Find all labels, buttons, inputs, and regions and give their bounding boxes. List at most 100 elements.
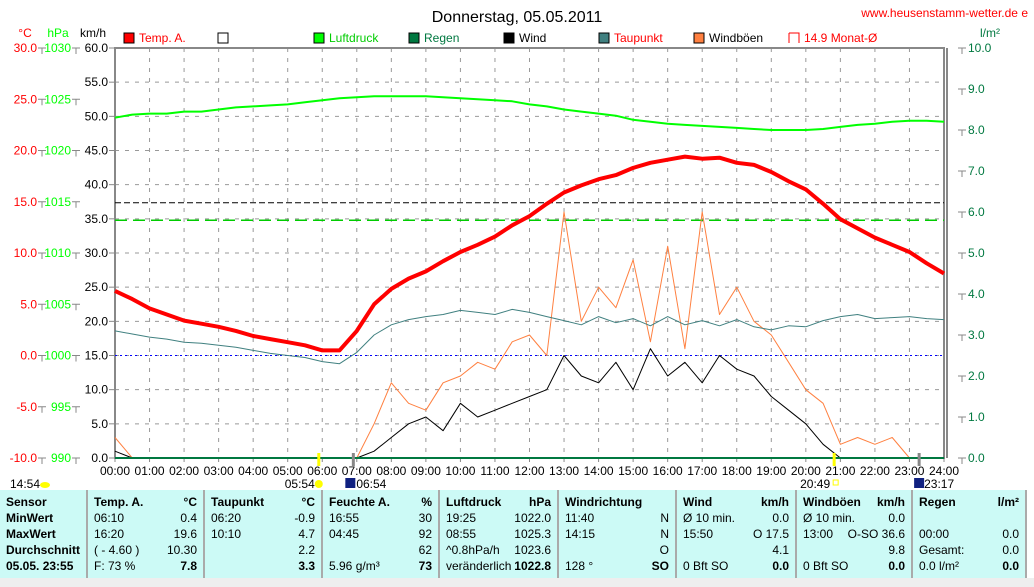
tick-mark — [72, 150, 80, 157]
tick-mark — [38, 150, 46, 157]
table-column: Windböen km/h Ø 10 min. 0.0 13:00 O-SO 36.6 9.… — [797, 490, 913, 578]
temp-tick: -10.0 — [10, 451, 38, 465]
wind-unit: km/h — [80, 26, 106, 40]
table-cell: 128 ° — [565, 559, 594, 573]
table-cell: 9.8 — [888, 543, 905, 557]
table-cell: km/h — [760, 495, 789, 509]
tick-mark — [72, 303, 80, 311]
sun-left-time: 14:54 — [10, 477, 40, 490]
x-tick: 10:00 — [445, 464, 475, 478]
tick-mark — [958, 416, 966, 423]
table-cell: % — [421, 495, 432, 509]
tick-mark — [38, 47, 46, 54]
table-row: 00:00 0.0 — [919, 526, 1019, 542]
table-row: Temp. A. °C — [94, 494, 197, 510]
table-row: Wind km/h — [683, 494, 789, 510]
table-cell: hPa — [528, 495, 551, 509]
tick-mark — [38, 252, 46, 259]
wind-tick: 40.0 — [85, 178, 109, 192]
table-cell: 11:40 — [565, 511, 595, 525]
rain-tick: 4.0 — [968, 287, 985, 301]
tick-mark — [958, 47, 966, 54]
tick-mark — [958, 334, 966, 341]
tick-mark — [958, 211, 966, 218]
tick-mark — [72, 98, 80, 106]
rain-tick: 6.0 — [968, 205, 985, 219]
x-tick: 22:00 — [860, 464, 890, 478]
table-cell: 1022.8 — [514, 559, 551, 573]
wind-tick: 55.0 — [85, 75, 109, 89]
table-row: 19:25 1022.0 — [446, 510, 551, 526]
pressure-unit: hPa — [47, 26, 69, 40]
table-cell: -0.9 — [294, 511, 315, 525]
table-cell: 0.0 l/m² — [919, 559, 960, 573]
table-cell: 7.8 — [180, 559, 197, 573]
table-row: Sensor — [6, 494, 80, 510]
table-row: 16:55 30 — [329, 510, 432, 526]
table-cell: km/h — [876, 495, 905, 509]
wind-tick: 20.0 — [85, 314, 109, 328]
x-tick: 02:00 — [169, 464, 199, 478]
rain-tick: 1.0 — [968, 410, 985, 424]
rain-unit: l/m² — [980, 26, 1000, 40]
table-cell: Durchschnitt — [6, 543, 81, 557]
tick-mark — [72, 355, 80, 362]
pressure-tick: 995 — [51, 400, 71, 414]
tick-mark — [958, 129, 966, 136]
table-cell: l/m² — [997, 495, 1019, 509]
table-row: 13:00 O-SO 36.6 — [803, 526, 905, 542]
table-row: veränderlich 1022.8 — [446, 558, 551, 574]
table-column: Regen l/m² 00:00 0.0 Gesamt: 0.0 0.0 l/m² 0.0 — [913, 490, 1027, 578]
x-tick: 11:00 — [480, 464, 509, 478]
table-row: ^0.8hPa/h 1023.6 — [446, 542, 551, 558]
table-cell: MaxWert — [6, 527, 56, 541]
table-row: Taupunkt °C — [211, 494, 315, 510]
tick-mark — [958, 88, 966, 95]
table-row — [919, 510, 1019, 526]
temp-tick: -5.0 — [16, 400, 37, 414]
table-cell: 92 — [418, 527, 432, 541]
x-tick: 07:00 — [342, 464, 372, 478]
table-cell: 0.0 — [772, 559, 789, 573]
rain-tick: 0.0 — [968, 451, 985, 465]
x-tick: 20:00 — [791, 464, 821, 478]
table-cell: O-SO 36.6 — [847, 527, 905, 541]
legend-label: 14.9 Monat-Ø — [804, 31, 877, 45]
table-cell: Ø 10 min. — [803, 511, 856, 525]
temp-tick: 30.0 — [14, 41, 38, 55]
sunrise-time: 05:54 — [285, 477, 315, 490]
wind-tick: 45.0 — [85, 144, 109, 158]
table-cell: 0.0 — [1002, 527, 1019, 541]
table-column: Feuchte A.% 16:55 30 04:45 92 62 5.96 g/m³ 73 — [323, 490, 440, 578]
table-row: 06:10 0.4 — [94, 510, 197, 526]
table-cell: 4.1 — [772, 543, 789, 557]
table-row: Regen l/m² — [919, 494, 1019, 510]
rain-tick: 7.0 — [968, 164, 985, 178]
table-cell: ( - 4.60 ) — [94, 543, 140, 557]
x-tick: 17:00 — [687, 464, 717, 478]
legend-swatch — [598, 32, 610, 44]
table-cell: N — [660, 511, 669, 525]
x-tick: 23:00 — [894, 464, 924, 478]
table-row: MinWert — [6, 510, 80, 526]
sunset-time: 20:49 — [800, 477, 830, 490]
table-cell: 2.2 — [298, 543, 315, 557]
table-row: 9.8 — [803, 542, 905, 558]
sun-icon — [314, 480, 323, 488]
wind-tick: 60.0 — [85, 41, 109, 55]
table-row: 10:10 4.7 — [211, 526, 315, 542]
table-row: 0 Bft SO 0.0 — [683, 558, 789, 574]
table-column: Taupunkt °C 06:20 -0.9 10:10 4.7 2.2 3.3 — [205, 490, 323, 578]
table-cell: N — [660, 527, 669, 541]
table-cell: 73 — [418, 559, 432, 573]
table-cell: ^0.8hPa/h — [446, 543, 500, 557]
pressure-tick: 1015 — [44, 195, 71, 209]
table-cell: Wind — [683, 495, 713, 509]
table-cell: 10:10 — [211, 527, 242, 541]
x-tick: 24:00 — [929, 464, 959, 478]
table-cell: 0 Bft SO — [683, 559, 729, 573]
weather-chart: Donnerstag, 05.05.2011 www.heusenstamm-we… — [10, 6, 1029, 490]
tick-mark — [38, 406, 46, 413]
tick-mark — [38, 201, 46, 208]
pressure-tick: 1000 — [44, 349, 71, 363]
